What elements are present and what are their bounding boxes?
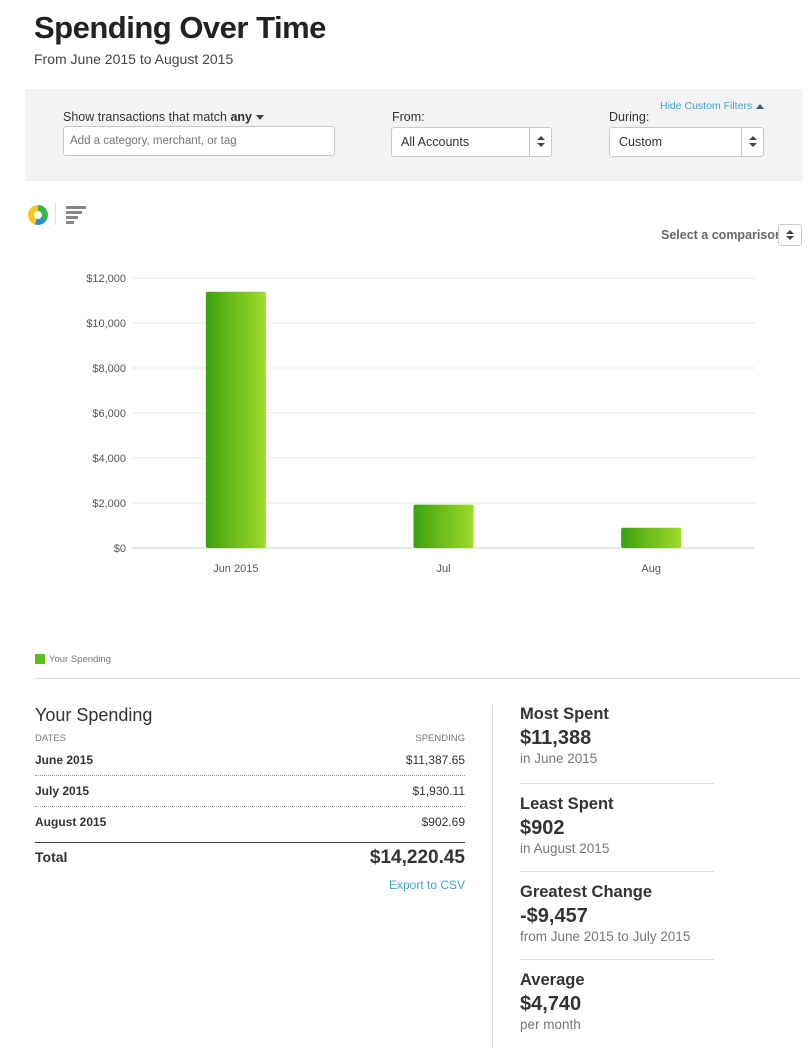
- y-tick-label: $6,000: [92, 408, 126, 420]
- row-date: July 2015: [35, 784, 90, 798]
- y-tick-label: $8,000: [92, 363, 126, 375]
- donut-chart-icon[interactable]: [28, 205, 48, 225]
- during-label: During:: [609, 110, 650, 124]
- match-label: Show transactions that match: [63, 110, 227, 124]
- row-amount: $1,930.11: [412, 784, 466, 798]
- stat-subtext: from June 2015 to July 2015: [520, 929, 691, 944]
- column-divider: [492, 705, 493, 1048]
- stat-least-spent: Least Spent $902 in August 2015: [520, 795, 714, 856]
- select-arrows-icon: [741, 128, 763, 156]
- triangle-up-icon: [756, 103, 765, 109]
- table-row: June 2015 $11,387.65: [35, 745, 465, 776]
- stat-heading: Greatest Change: [520, 883, 653, 901]
- filter-bar: Show transactions that match any From: A…: [25, 89, 803, 181]
- x-tick-label: Jun 2015: [213, 563, 258, 575]
- stat-heading: Least Spent: [520, 795, 614, 813]
- table-row: August 2015 $902.69: [35, 807, 465, 838]
- stat-value: $902: [520, 817, 565, 839]
- stat-value: -$9,457: [520, 905, 588, 927]
- total-divider: [35, 842, 465, 843]
- stat-subtext: in June 2015: [520, 751, 598, 766]
- stat-value: $11,388: [520, 727, 592, 749]
- x-tick-label: Jul: [436, 563, 450, 575]
- search-input[interactable]: [63, 126, 335, 156]
- stat-divider: [520, 783, 714, 784]
- account-select-value: All Accounts: [401, 135, 470, 149]
- stat-heading: Most Spent: [520, 705, 609, 723]
- stat-greatest-change: Greatest Change -$9,457 from June 2015 t…: [520, 883, 714, 944]
- row-amount: $902.69: [421, 815, 465, 829]
- bar-aug[interactable]: [621, 527, 682, 548]
- stat-subtext: per month: [520, 1017, 581, 1032]
- section-divider: [35, 678, 800, 679]
- spending-bar-chart: $0 $2,000 $4,000 $6,000 $8,000 $10,000 $12,000…: [86, 273, 755, 575]
- legend-swatch: [35, 654, 45, 664]
- table-row: July 2015 $1,930.11: [35, 776, 465, 807]
- stat-divider: [520, 871, 714, 872]
- total-value: $14,220.45: [369, 847, 465, 868]
- bar-jun-2015[interactable]: [205, 291, 266, 548]
- stat-value: $4,740: [520, 993, 582, 1015]
- y-tick-label: $10,000: [86, 318, 126, 330]
- match-dropdown[interactable]: any: [230, 110, 253, 124]
- account-select[interactable]: All Accounts: [391, 127, 552, 157]
- spending-table-title: Your Spending: [35, 705, 153, 725]
- x-tick-label: Aug: [641, 563, 661, 575]
- col-header-spending: SPENDING: [415, 733, 465, 744]
- comparison-select[interactable]: [778, 224, 802, 246]
- bar-list-icon[interactable]: [66, 206, 86, 224]
- period-select-value: Custom: [619, 135, 663, 149]
- y-tick-label: $4,000: [92, 453, 126, 465]
- hide-filters-link[interactable]: Hide Custom Filters: [660, 100, 765, 112]
- stat-most-spent: Most Spent $11,388 in June 2015: [520, 705, 714, 766]
- comparison-label: Select a comparison: [661, 228, 783, 242]
- y-tick-label: $2,000: [92, 498, 126, 510]
- hide-filters-label: Hide Custom Filters: [660, 100, 753, 112]
- match-label-group: Show transactions that match any: [63, 110, 265, 124]
- stat-average: Average $4,740 per month: [520, 971, 714, 1032]
- period-select[interactable]: Custom: [609, 127, 764, 157]
- stat-subtext: in August 2015: [520, 841, 610, 856]
- total-label: Total: [35, 849, 68, 865]
- select-arrows-icon: [529, 128, 551, 156]
- page-title: Spending Over Time: [34, 10, 326, 45]
- y-tick-label: $0: [114, 543, 126, 555]
- row-amount: $11,387.65: [405, 753, 465, 767]
- col-header-dates: DATES: [35, 733, 66, 744]
- row-date: August 2015: [35, 815, 107, 829]
- chevron-down-icon[interactable]: [256, 115, 265, 121]
- stat-divider: [520, 959, 714, 960]
- page-subtitle: From June 2015 to August 2015: [34, 51, 234, 67]
- legend-label: Your Spending: [49, 654, 111, 665]
- from-label: From:: [392, 110, 425, 124]
- export-csv-link[interactable]: Export to CSV: [388, 878, 465, 892]
- bar-jul[interactable]: [413, 504, 474, 548]
- icon-divider: [55, 203, 56, 225]
- row-date: June 2015: [35, 753, 94, 767]
- y-tick-label: $12,000: [86, 273, 126, 285]
- stat-heading: Average: [520, 971, 585, 989]
